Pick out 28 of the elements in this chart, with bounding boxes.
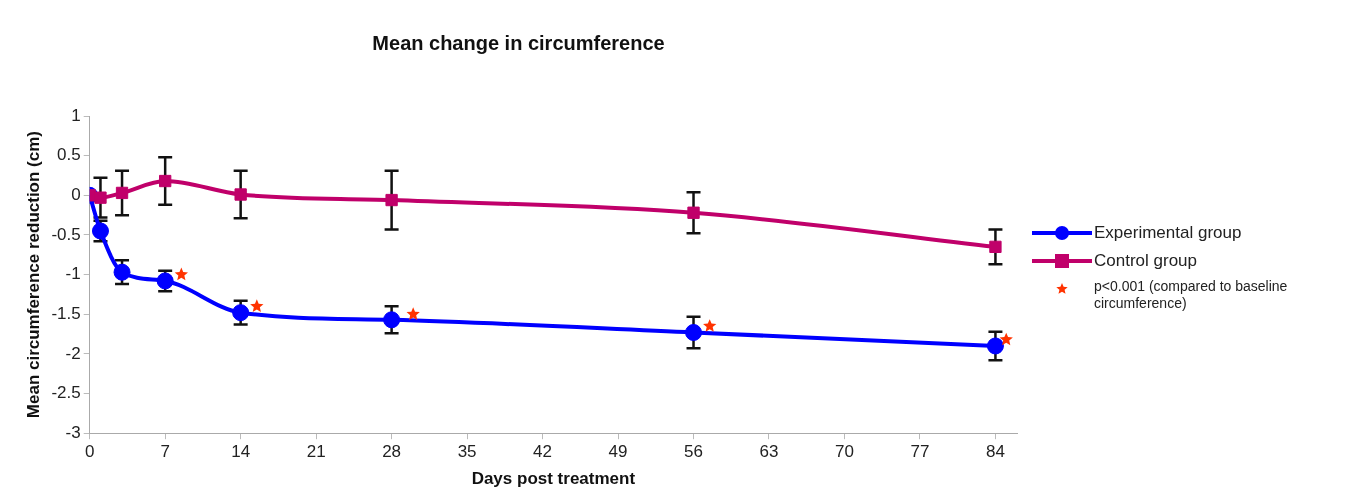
y-tick-label: -0.5 bbox=[51, 224, 81, 244]
x-tick-label: 70 bbox=[835, 442, 854, 462]
x-tick-label: 7 bbox=[160, 442, 170, 462]
y-tick-label: -2.5 bbox=[51, 383, 81, 403]
y-tick-label: 1 bbox=[71, 105, 81, 125]
y-tick-label: -2 bbox=[65, 343, 81, 363]
x-tick-label: 56 bbox=[684, 442, 703, 462]
y-tick-label: -1 bbox=[65, 264, 81, 284]
y-tick-label: 0 bbox=[71, 184, 81, 204]
x-tick-label: 49 bbox=[608, 442, 628, 462]
y-tick-label: -3 bbox=[65, 422, 81, 442]
y-tick-label: 0.5 bbox=[57, 145, 81, 165]
legend-label: Experimental group bbox=[1094, 222, 1242, 244]
y-tick-label: -1.5 bbox=[51, 303, 81, 323]
y-axis-title: Mean circumference reduction (cm) bbox=[23, 131, 43, 419]
x-tick-label: 77 bbox=[910, 442, 930, 462]
x-tick-label: 14 bbox=[231, 442, 251, 462]
x-tick-label: 28 bbox=[382, 442, 402, 462]
legend-label: p<0.001 (compared to baseline circumference) bbox=[1094, 278, 1289, 312]
x-tick-label: 42 bbox=[533, 442, 553, 462]
legend-label: Control group bbox=[1094, 250, 1198, 272]
x-tick-label: 35 bbox=[457, 442, 477, 462]
x-tick-label: 63 bbox=[759, 442, 779, 462]
x-tick-label: 21 bbox=[306, 442, 326, 462]
x-tick-label: 0 bbox=[84, 442, 95, 462]
chart-title: Mean change in circumference bbox=[372, 31, 665, 54]
x-tick-label: 84 bbox=[985, 442, 1005, 462]
x-axis-title: Days post treatment bbox=[471, 469, 636, 489]
